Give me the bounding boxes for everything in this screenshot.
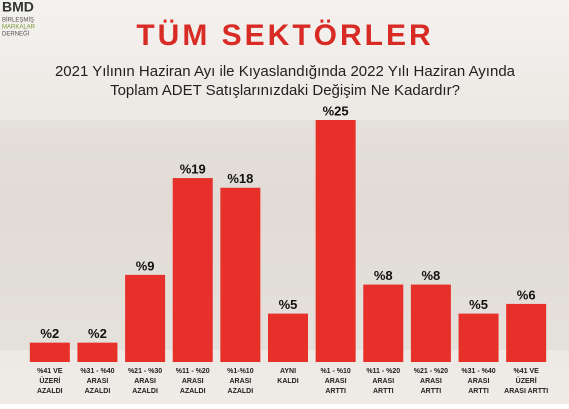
value-label: %19 (180, 162, 206, 177)
x-tick-label: ARASI (468, 378, 490, 385)
logo-line: BİRLEŞMİŞ (2, 17, 34, 24)
x-tick-label: AZALDI (85, 388, 111, 395)
bar (268, 313, 308, 362)
x-tick-label: ARTTI (373, 388, 394, 395)
x-tick-label: KALDI (277, 378, 298, 385)
bar (77, 342, 118, 362)
value-label: %8 (422, 268, 441, 283)
chart-title: TÜM SEKTÖRLER (136, 19, 433, 52)
background-photo (0, 120, 569, 350)
x-tick-label: ARASI (134, 378, 156, 385)
x-tick-label: ARASI (229, 378, 251, 385)
x-tick-label: %11 - %20 (366, 368, 400, 375)
x-tick-label: ARTTI (421, 388, 442, 395)
x-tick-label: ARASI (87, 378, 109, 385)
x-tick-label: AZALDI (228, 388, 254, 395)
bar (172, 178, 213, 362)
x-tick-label: %1-%10 (227, 368, 254, 375)
bar (29, 342, 70, 362)
x-tick-label: AZALDI (37, 388, 63, 395)
bar (315, 120, 356, 362)
value-label: %25 (323, 103, 349, 118)
x-tick-label: ARASI (182, 378, 204, 385)
x-tick-label: AZALDI (180, 388, 206, 395)
x-tick-label: ARASI (420, 378, 442, 385)
chart-subtitle: Toplam ADET Satışlarınızdaki Değişim Ne … (110, 82, 460, 99)
bar (363, 284, 404, 362)
bar (220, 187, 261, 362)
x-tick-label: %21 - %30 (128, 368, 162, 375)
x-tick-label: %41 VE (514, 368, 540, 375)
x-tick-label: ARTTI (468, 388, 489, 395)
x-tick-label: ARASI (372, 378, 394, 385)
x-tick-label: %31 - %40 (80, 368, 114, 375)
bar (458, 313, 499, 362)
x-tick-label: ARASI (325, 378, 347, 385)
x-tick-label: ARASI ARTTI (504, 388, 548, 395)
value-label: %5 (469, 297, 488, 312)
x-tick-label: ÜZERİ (39, 376, 60, 385)
x-tick-label: %41 VE (37, 368, 63, 375)
bar (506, 303, 547, 362)
x-tick-label: %31 - %40 (461, 368, 495, 375)
x-tick-label: ARTTI (325, 388, 346, 395)
x-tick-label: %11 - %20 (176, 368, 210, 375)
x-tick-label: AZALDI (132, 388, 158, 395)
value-label: %8 (374, 268, 393, 283)
value-label: %9 (136, 258, 155, 273)
bar (125, 274, 166, 362)
logo-name: BMD (2, 0, 34, 15)
value-label: %6 (517, 287, 536, 302)
value-label: %5 (279, 297, 298, 312)
value-label: %2 (88, 326, 107, 341)
x-tick-label: AYNI (280, 368, 296, 375)
x-tick-label: ÜZERİ (516, 376, 537, 385)
value-label: %18 (227, 171, 253, 186)
chart-subtitle: 2021 Yılının Haziran Ayı ile Kıyaslandığ… (55, 63, 516, 80)
logo-line: MARKALAR (2, 25, 36, 31)
bar (410, 284, 451, 362)
value-label: %2 (40, 326, 59, 341)
logo-line: DERNEĞİ (2, 31, 30, 38)
x-tick-label: %1 - %10 (320, 368, 350, 375)
x-tick-label: %21 - %20 (414, 368, 448, 375)
